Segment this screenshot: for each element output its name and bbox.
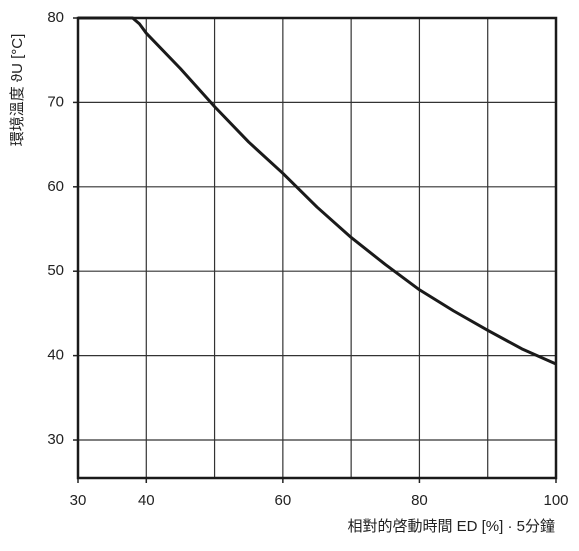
y-tick-label: 70	[47, 93, 64, 110]
x-axis-label: 相對的啓動時間 ED [%] · 5分鐘	[347, 518, 555, 535]
x-tick-label: 60	[275, 492, 292, 509]
y-tick-label: 40	[47, 347, 64, 364]
plot-frame	[76, 16, 558, 480]
x-tick-label: 80	[411, 492, 428, 509]
x-tick-label: 40	[138, 492, 155, 509]
y-tick-label: 50	[47, 262, 64, 279]
y-tick-label: 30	[47, 431, 64, 448]
x-tick-label: 30	[70, 492, 87, 509]
y-axis-label: 環境溫度 ϑU [°C]	[8, 34, 26, 147]
x-tick-label: 100	[543, 492, 568, 509]
data-line	[78, 16, 557, 366]
y-tick-label: 80	[47, 9, 64, 26]
y-tick-label: 60	[47, 178, 64, 195]
